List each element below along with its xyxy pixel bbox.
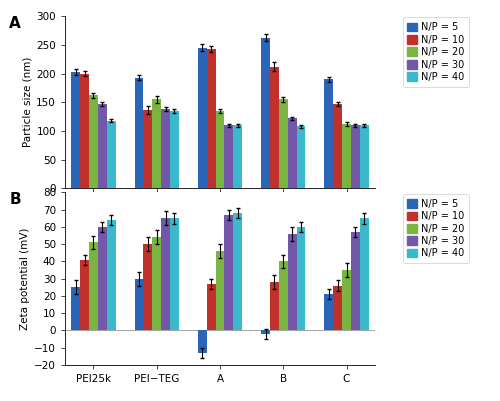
Bar — [206, 284, 216, 330]
Bar — [144, 244, 152, 330]
Bar — [270, 282, 279, 330]
Text: A: A — [9, 16, 21, 31]
Bar — [134, 279, 143, 330]
Legend: N/P = 5, N/P = 10, N/P = 20, N/P = 30, N/P = 40: N/P = 5, N/P = 10, N/P = 20, N/P = 30, N… — [402, 194, 469, 263]
Bar — [107, 121, 116, 188]
Bar — [198, 48, 206, 188]
Bar — [342, 124, 351, 188]
Bar — [144, 110, 152, 188]
Bar — [161, 109, 170, 188]
Legend: N/P = 5, N/P = 10, N/P = 20, N/P = 30, N/P = 40: N/P = 5, N/P = 10, N/P = 20, N/P = 30, N… — [402, 18, 469, 87]
Bar — [261, 330, 270, 334]
Text: B: B — [9, 192, 21, 207]
Bar — [279, 99, 287, 188]
Bar — [360, 125, 368, 188]
Bar — [80, 260, 89, 330]
Bar — [324, 79, 333, 188]
Bar — [224, 215, 234, 330]
Bar — [72, 287, 80, 330]
Bar — [270, 67, 279, 188]
Y-axis label: Zeta potential (mV): Zeta potential (mV) — [20, 227, 30, 330]
Bar — [89, 95, 98, 188]
Bar — [216, 111, 224, 188]
Bar — [152, 99, 161, 188]
Bar — [89, 243, 98, 330]
Bar — [134, 77, 143, 188]
Bar — [333, 286, 342, 330]
Bar — [296, 126, 306, 188]
Bar — [234, 213, 242, 330]
Bar — [98, 227, 107, 330]
Bar — [107, 220, 116, 330]
Bar — [342, 270, 351, 330]
Bar — [351, 232, 360, 330]
Bar — [234, 125, 242, 188]
Bar — [324, 294, 333, 330]
Y-axis label: Particle size (nm): Particle size (nm) — [22, 57, 32, 148]
Bar — [80, 73, 89, 188]
Bar — [152, 237, 161, 330]
Bar — [98, 104, 107, 188]
Bar — [170, 218, 179, 330]
Bar — [198, 330, 206, 353]
Bar — [216, 251, 224, 330]
Bar — [170, 111, 179, 188]
Bar — [261, 38, 270, 188]
Bar — [351, 125, 360, 188]
Bar — [288, 118, 296, 188]
Bar — [206, 49, 216, 188]
Bar — [224, 125, 234, 188]
Bar — [161, 218, 170, 330]
Bar — [296, 227, 306, 330]
Bar — [279, 261, 287, 330]
Bar — [72, 72, 80, 188]
Bar — [360, 218, 368, 330]
Bar — [288, 234, 296, 330]
Bar — [333, 104, 342, 188]
